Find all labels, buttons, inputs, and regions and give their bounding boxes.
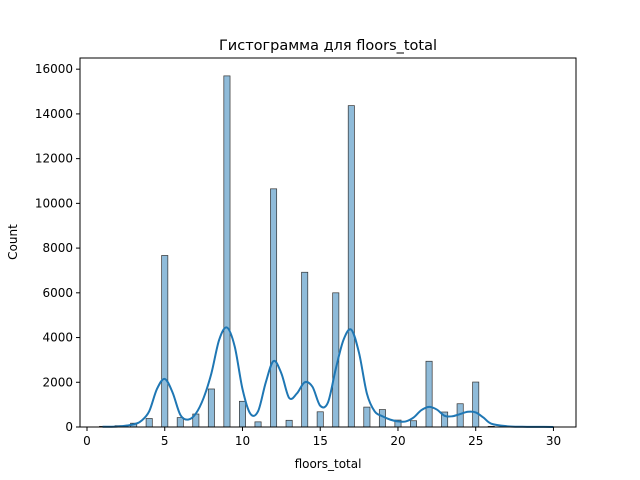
y-tick-label: 4000 <box>42 331 73 345</box>
y-axis-label: Count <box>6 224 20 260</box>
histogram-bar <box>145 418 153 428</box>
x-tick-label: 0 <box>83 434 91 448</box>
histogram-bar <box>207 388 215 428</box>
x-tick-label: 30 <box>546 434 561 448</box>
kde-curve <box>102 326 554 428</box>
histogram-bar <box>316 411 324 428</box>
x-tick-label: 25 <box>468 434 483 448</box>
histogram-bar <box>410 420 417 428</box>
x-axis-label: floors_total <box>295 457 362 471</box>
histogram-bar <box>347 105 355 428</box>
y-tick-label: 2000 <box>42 375 73 389</box>
x-tick-label: 10 <box>235 434 250 448</box>
plot-frame <box>79 57 577 428</box>
histogram-bar <box>270 188 278 428</box>
x-axis-ticks: 0 5 10 15 20 25 30 <box>83 427 561 448</box>
bars-group <box>99 75 557 428</box>
x-tick-label: 20 <box>390 434 405 448</box>
y-tick-label: 16000 <box>35 62 73 76</box>
histogram-bar <box>239 400 246 428</box>
histogram-bar <box>472 381 480 428</box>
y-tick-label: 14000 <box>35 107 73 121</box>
y-tick-label: 6000 <box>42 286 73 300</box>
histogram-bar <box>223 75 231 428</box>
histogram-bar <box>161 255 169 428</box>
y-tick-label: 12000 <box>35 152 73 166</box>
histogram-bar <box>363 406 371 428</box>
y-tick-label: 0 <box>65 420 73 434</box>
histogram-bar <box>285 419 293 428</box>
histogram-bar <box>176 417 184 428</box>
histogram-bar <box>254 421 262 428</box>
y-tick-label: 10000 <box>35 196 73 210</box>
histogram-bar <box>425 360 433 428</box>
x-tick-label: 15 <box>313 434 328 448</box>
histogram-bar <box>301 271 309 428</box>
y-tick-label: 8000 <box>42 241 73 255</box>
y-axis-ticks: 0 2000 4000 6000 8000 10000 12000 14000 16000 <box>35 62 80 434</box>
chart-title: Гистограмма для floors_total <box>219 38 437 54</box>
x-tick-label: 5 <box>161 434 169 448</box>
